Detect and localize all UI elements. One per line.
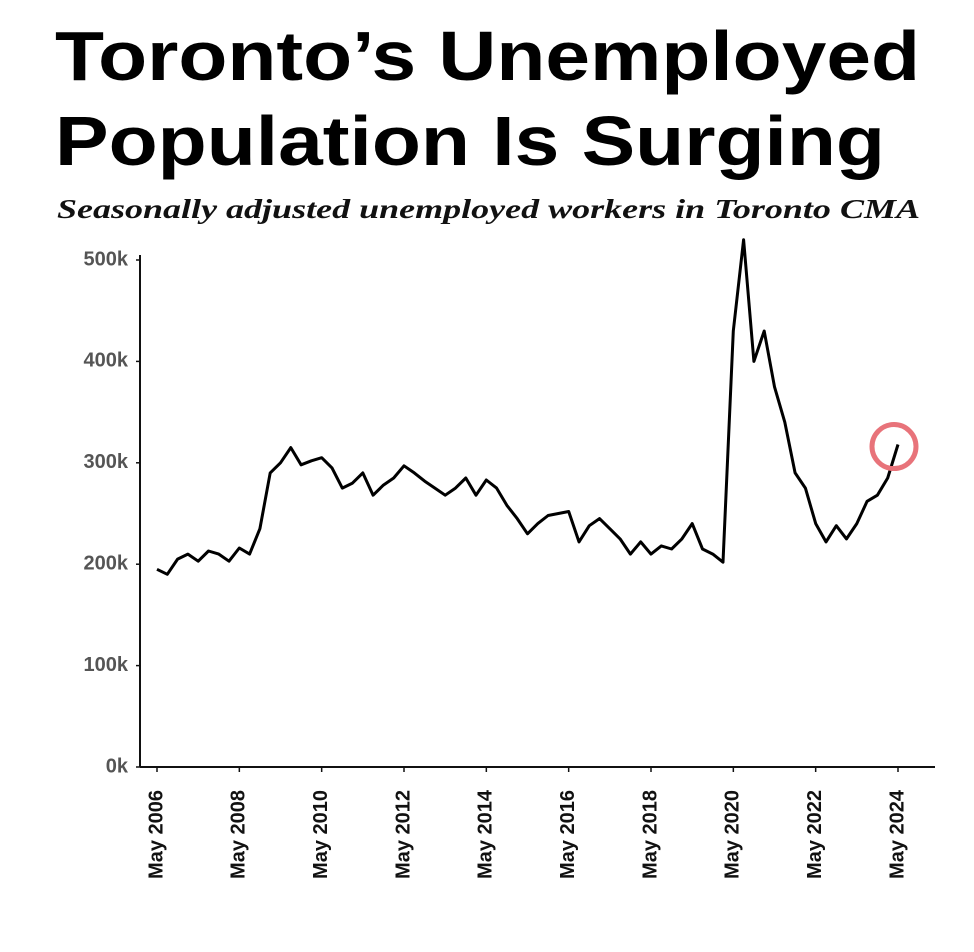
- x-tick-label: May 2020: [722, 790, 744, 879]
- y-tick-label: 300k: [84, 451, 129, 473]
- y-tick-label: 200k: [84, 552, 129, 574]
- chart-subtitle: Seasonally adjusted unemployed workers i…: [57, 194, 920, 224]
- x-tick-label: May 2016: [557, 790, 579, 879]
- x-tick-label: May 2006: [145, 790, 167, 879]
- y-tick-label: 100k: [84, 654, 129, 676]
- x-tick-label: May 2014: [475, 789, 497, 879]
- y-tick-label: 0k: [106, 755, 129, 777]
- y-tick-label: 500k: [84, 248, 129, 270]
- x-tick-label: May 2008: [228, 790, 250, 879]
- x-tick-label: May 2024: [886, 789, 908, 879]
- x-tick-label: May 2022: [804, 790, 826, 879]
- chart-title: Toronto’s Unemployed: [55, 17, 920, 95]
- y-tick-label: 400k: [84, 350, 129, 372]
- x-tick-label: May 2018: [639, 790, 661, 879]
- x-tick-label: May 2012: [392, 790, 414, 879]
- x-tick-label: May 2010: [310, 790, 332, 879]
- chart-title: Population Is Surging: [55, 102, 885, 180]
- line-series: [156, 238, 900, 576]
- highlight-circle: [869, 422, 919, 472]
